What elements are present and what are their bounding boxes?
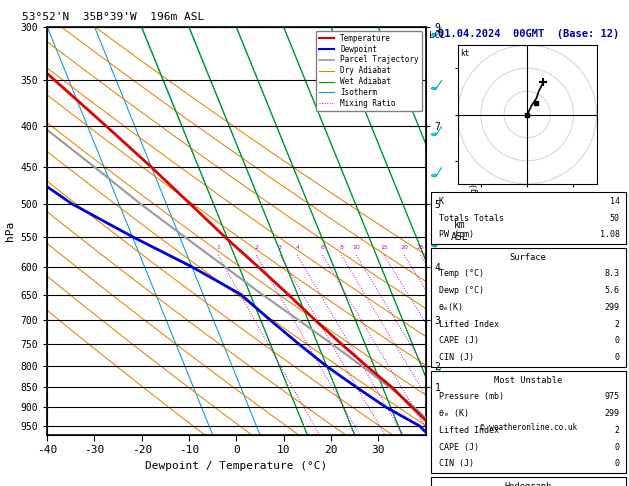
Text: 4: 4 bbox=[295, 245, 299, 250]
Bar bbox=[430, 248, 626, 367]
Text: Lifted Index: Lifted Index bbox=[438, 426, 499, 435]
Text: CIN (J): CIN (J) bbox=[438, 459, 474, 469]
Text: 2: 2 bbox=[615, 320, 620, 329]
Text: 50: 50 bbox=[610, 213, 620, 223]
Text: 2: 2 bbox=[615, 426, 620, 435]
Text: CAPE (J): CAPE (J) bbox=[438, 443, 479, 451]
Text: 0: 0 bbox=[615, 443, 620, 451]
Text: Surface: Surface bbox=[509, 253, 547, 261]
Text: 20: 20 bbox=[401, 245, 408, 250]
Text: 0: 0 bbox=[615, 459, 620, 469]
Text: 8.3: 8.3 bbox=[604, 269, 620, 278]
Text: θₑ(K): θₑ(K) bbox=[438, 303, 464, 312]
Bar bbox=[430, 371, 626, 473]
Text: Totals Totals: Totals Totals bbox=[438, 213, 503, 223]
Y-axis label: hPa: hPa bbox=[5, 221, 15, 241]
Text: 6: 6 bbox=[321, 245, 325, 250]
Text: PW (cm): PW (cm) bbox=[438, 230, 474, 239]
Text: CAPE (J): CAPE (J) bbox=[438, 336, 479, 346]
Y-axis label: km
ASL: km ASL bbox=[451, 220, 469, 242]
Text: © weatheronline.co.uk: © weatheronline.co.uk bbox=[479, 423, 577, 432]
Text: Temp (°C): Temp (°C) bbox=[438, 269, 484, 278]
Text: Most Unstable: Most Unstable bbox=[494, 376, 562, 384]
Text: CIN (J): CIN (J) bbox=[438, 353, 474, 362]
Text: θₑ (K): θₑ (K) bbox=[438, 409, 469, 418]
Legend: Temperature, Dewpoint, Parcel Trajectory, Dry Adiabat, Wet Adiabat, Isotherm, Mi: Temperature, Dewpoint, Parcel Trajectory… bbox=[316, 31, 422, 111]
Text: 5.6: 5.6 bbox=[604, 286, 620, 295]
Text: 15: 15 bbox=[380, 245, 388, 250]
Bar bbox=[430, 192, 626, 244]
Text: 975: 975 bbox=[604, 392, 620, 401]
Text: Dewp (°C): Dewp (°C) bbox=[438, 286, 484, 295]
Text: 3: 3 bbox=[278, 245, 282, 250]
Text: kt: kt bbox=[460, 49, 470, 58]
Text: Lifted Index: Lifted Index bbox=[438, 320, 499, 329]
Text: 0: 0 bbox=[615, 336, 620, 346]
Text: 2: 2 bbox=[254, 245, 259, 250]
Text: 25: 25 bbox=[416, 245, 425, 250]
Text: 10: 10 bbox=[352, 245, 360, 250]
X-axis label: Dewpoint / Temperature (°C): Dewpoint / Temperature (°C) bbox=[145, 461, 328, 471]
Text: 14: 14 bbox=[610, 197, 620, 206]
Text: Hodograph: Hodograph bbox=[504, 482, 552, 486]
Text: Mixing Ratio (g/kg): Mixing Ratio (g/kg) bbox=[470, 183, 479, 278]
Text: K: K bbox=[438, 197, 443, 206]
Text: 1.08: 1.08 bbox=[600, 230, 620, 239]
Text: 299: 299 bbox=[604, 303, 620, 312]
Text: 01.04.2024  00GMT  (Base: 12): 01.04.2024 00GMT (Base: 12) bbox=[438, 29, 619, 39]
Bar bbox=[430, 477, 626, 486]
Text: Pressure (mb): Pressure (mb) bbox=[438, 392, 503, 401]
Text: LCL: LCL bbox=[430, 31, 445, 40]
Text: 1: 1 bbox=[216, 245, 220, 250]
Text: 53°52'N  35B°39'W  196m ASL: 53°52'N 35B°39'W 196m ASL bbox=[22, 12, 204, 22]
Text: 299: 299 bbox=[604, 409, 620, 418]
Text: 8: 8 bbox=[340, 245, 343, 250]
Text: 0: 0 bbox=[615, 353, 620, 362]
